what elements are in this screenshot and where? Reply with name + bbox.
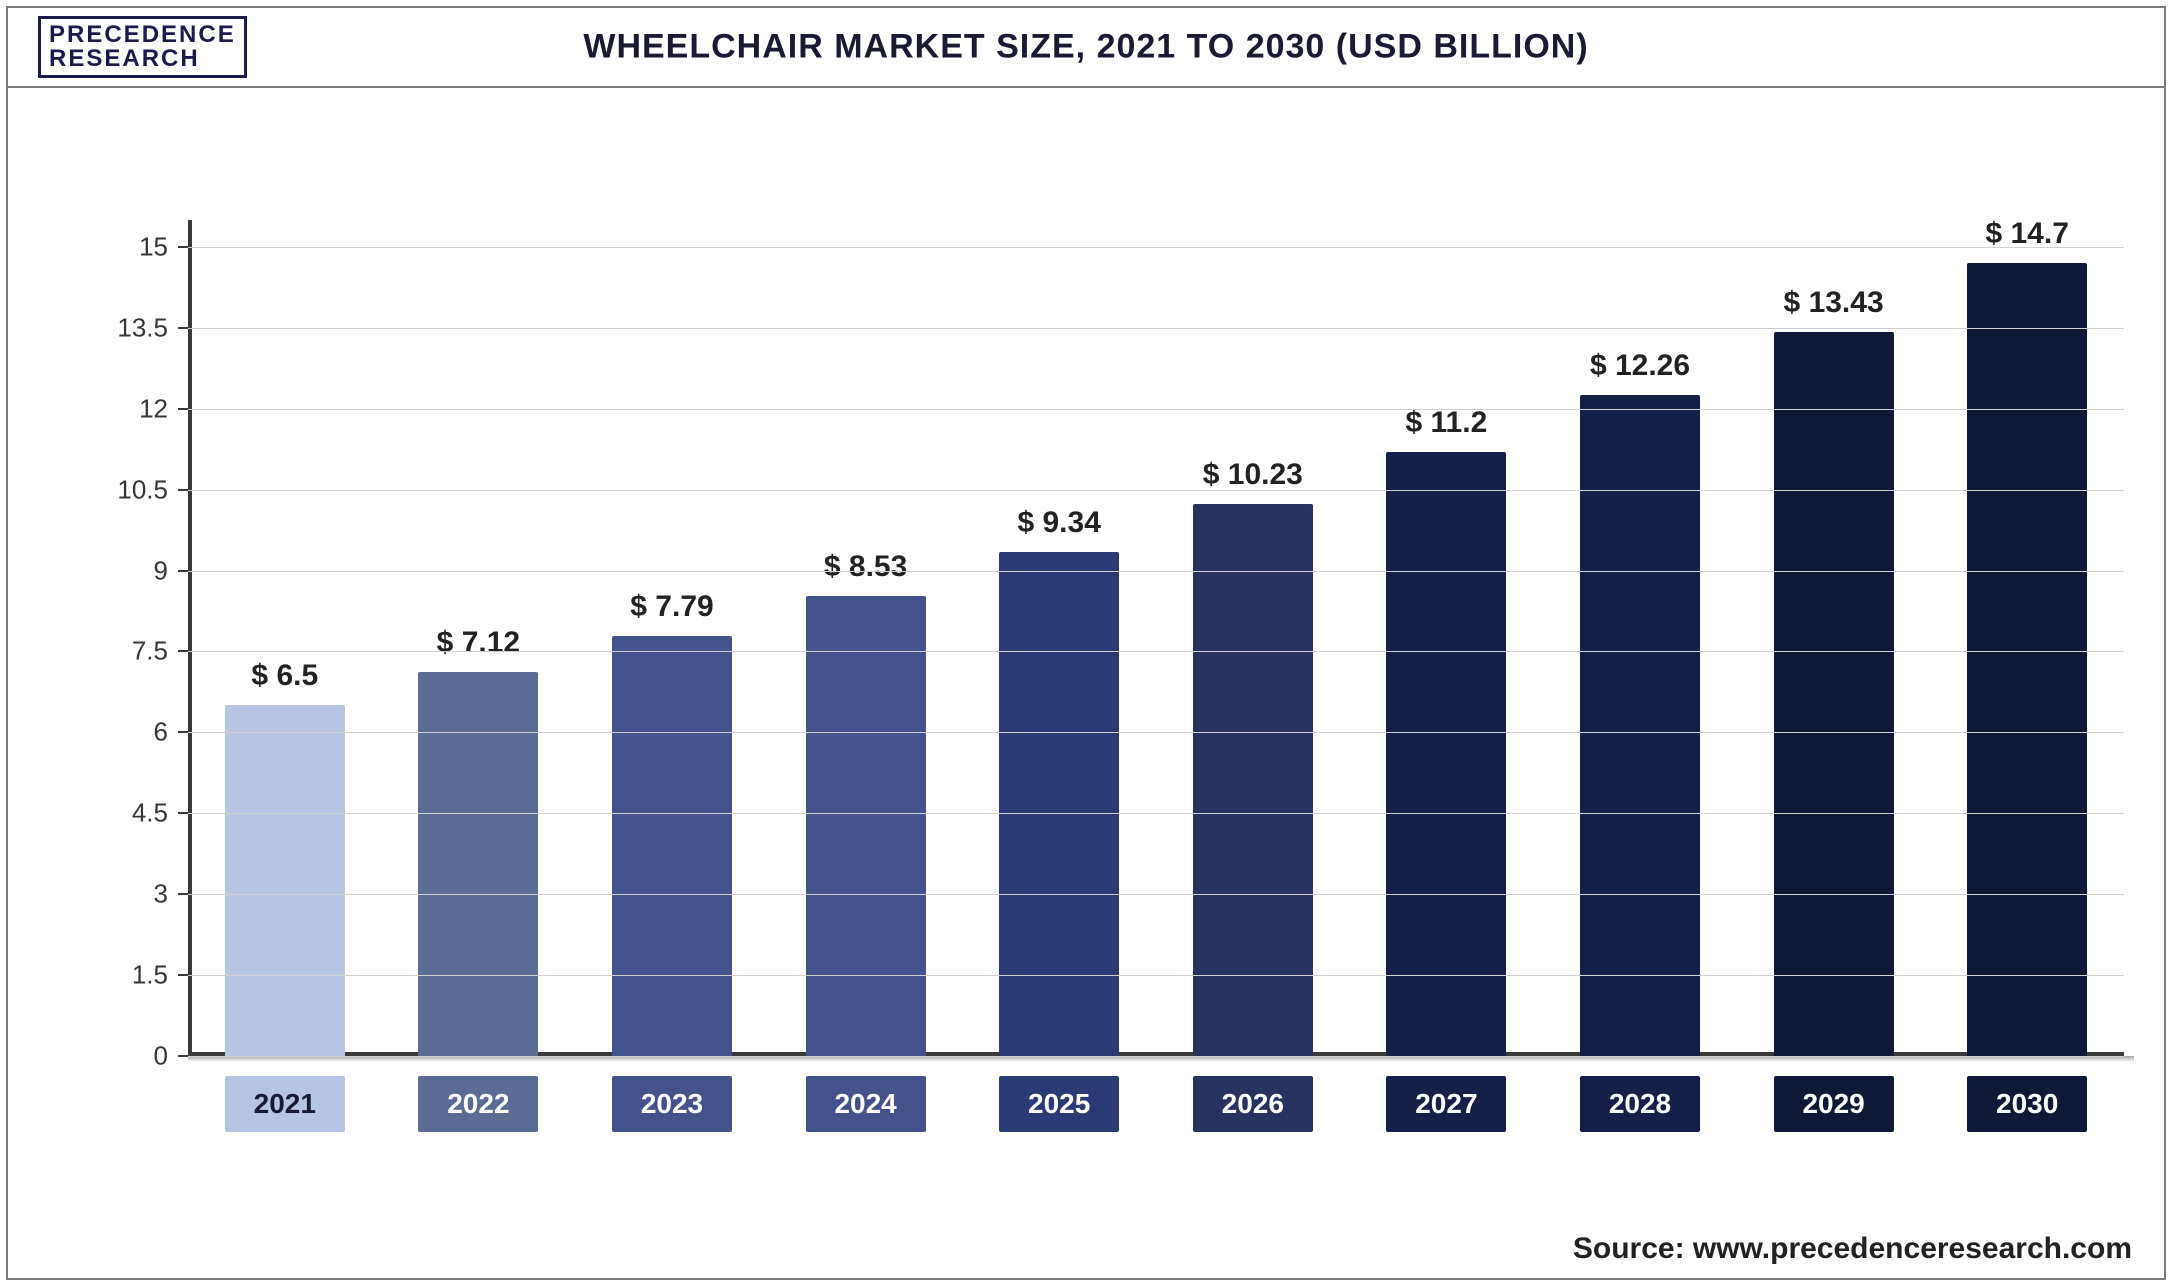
category-label: 2026 bbox=[1193, 1076, 1313, 1132]
y-tick-label: 0 bbox=[154, 1041, 168, 1072]
bar: $ 9.34 bbox=[999, 552, 1119, 1056]
bar-value-label: $ 8.53 bbox=[824, 550, 907, 584]
bar: $ 10.23 bbox=[1193, 504, 1313, 1056]
category-label: 2021 bbox=[225, 1076, 345, 1132]
grid-line bbox=[188, 1056, 2124, 1057]
category-label: 2028 bbox=[1580, 1076, 1700, 1132]
bar: $ 7.79 bbox=[612, 636, 732, 1056]
y-tick bbox=[178, 812, 188, 814]
bar: $ 11.2 bbox=[1386, 452, 1506, 1056]
bar: $ 8.53 bbox=[806, 596, 926, 1056]
y-tick bbox=[178, 893, 188, 895]
grid-line bbox=[188, 247, 2124, 248]
category-label: 2029 bbox=[1774, 1076, 1894, 1132]
y-tick bbox=[178, 1055, 188, 1057]
bar-value-label: $ 12.26 bbox=[1590, 349, 1690, 383]
y-tick-label: 12 bbox=[139, 393, 168, 424]
category-labels: 2021 2022 2023 2024 2025 2026 2027 2028 2029 2030 bbox=[188, 1076, 2124, 1146]
grid-line bbox=[188, 409, 2124, 410]
grid-line bbox=[188, 571, 2124, 572]
bar-value-label: $ 13.43 bbox=[1784, 286, 1884, 320]
plot-area: $ 6.5 $ 7.12 $ 7.79 $ 8.53 $ 9.34 $ 10.23 $ 11… bbox=[188, 220, 2124, 1056]
bar: $ 12.26 bbox=[1580, 395, 1700, 1056]
bar-value-label: $ 7.12 bbox=[437, 626, 520, 660]
y-tick-label: 6 bbox=[154, 717, 168, 748]
y-tick-label: 15 bbox=[139, 231, 168, 262]
y-tick bbox=[178, 246, 188, 248]
y-tick bbox=[178, 408, 188, 410]
y-tick bbox=[178, 489, 188, 491]
y-tick-label: 9 bbox=[154, 555, 168, 586]
category-label: 2022 bbox=[418, 1076, 538, 1132]
header-bar: PRECEDENCE RESEARCH WHEELCHAIR MARKET SI… bbox=[8, 8, 2164, 88]
bar-value-label: $ 11.2 bbox=[1406, 406, 1488, 440]
chart-title: WHEELCHAIR MARKET SIZE, 2021 TO 2030 (US… bbox=[583, 28, 1588, 67]
grid-line bbox=[188, 490, 2124, 491]
y-tick bbox=[178, 327, 188, 329]
bar-value-label: $ 7.79 bbox=[630, 590, 713, 624]
category-label: 2024 bbox=[806, 1076, 926, 1132]
bar: $ 7.12 bbox=[418, 672, 538, 1056]
y-tick-label: 1.5 bbox=[132, 960, 168, 991]
grid-line bbox=[188, 328, 2124, 329]
bar: $ 14.7 bbox=[1967, 263, 2087, 1056]
grid-line bbox=[188, 813, 2124, 814]
grid-line bbox=[188, 651, 2124, 652]
grid-line bbox=[188, 894, 2124, 895]
logo-line1: PRECEDENCE bbox=[49, 23, 236, 47]
y-tick-label: 7.5 bbox=[132, 636, 168, 667]
y-tick-label: 13.5 bbox=[117, 312, 168, 343]
y-tick-label: 3 bbox=[154, 879, 168, 910]
y-tick bbox=[178, 974, 188, 976]
bar: $ 13.43 bbox=[1774, 332, 1894, 1056]
logo-line2: RESEARCH bbox=[49, 47, 236, 71]
grid-line bbox=[188, 732, 2124, 733]
chart-region: $ 6.5 $ 7.12 $ 7.79 $ 8.53 $ 9.34 $ 10.23 $ 11… bbox=[8, 100, 2164, 1206]
bar: $ 6.5 bbox=[225, 705, 345, 1056]
bar-value-label: $ 10.23 bbox=[1203, 458, 1303, 492]
bars-container: $ 6.5 $ 7.12 $ 7.79 $ 8.53 $ 9.34 $ 10.23 $ 11… bbox=[188, 220, 2124, 1056]
category-label: 2027 bbox=[1386, 1076, 1506, 1132]
category-label: 2025 bbox=[999, 1076, 1119, 1132]
y-tick-label: 10.5 bbox=[117, 474, 168, 505]
category-label: 2030 bbox=[1967, 1076, 2087, 1132]
logo: PRECEDENCE RESEARCH bbox=[38, 16, 247, 78]
y-tick bbox=[178, 650, 188, 652]
y-tick bbox=[178, 731, 188, 733]
y-tick bbox=[178, 570, 188, 572]
category-label: 2023 bbox=[612, 1076, 732, 1132]
bar-value-label: $ 9.34 bbox=[1017, 506, 1100, 540]
y-tick-label: 4.5 bbox=[132, 798, 168, 829]
bar-value-label: $ 6.5 bbox=[251, 659, 318, 693]
grid-line bbox=[188, 975, 2124, 976]
source-text: Source: www.precedenceresearch.com bbox=[1573, 1232, 2132, 1266]
